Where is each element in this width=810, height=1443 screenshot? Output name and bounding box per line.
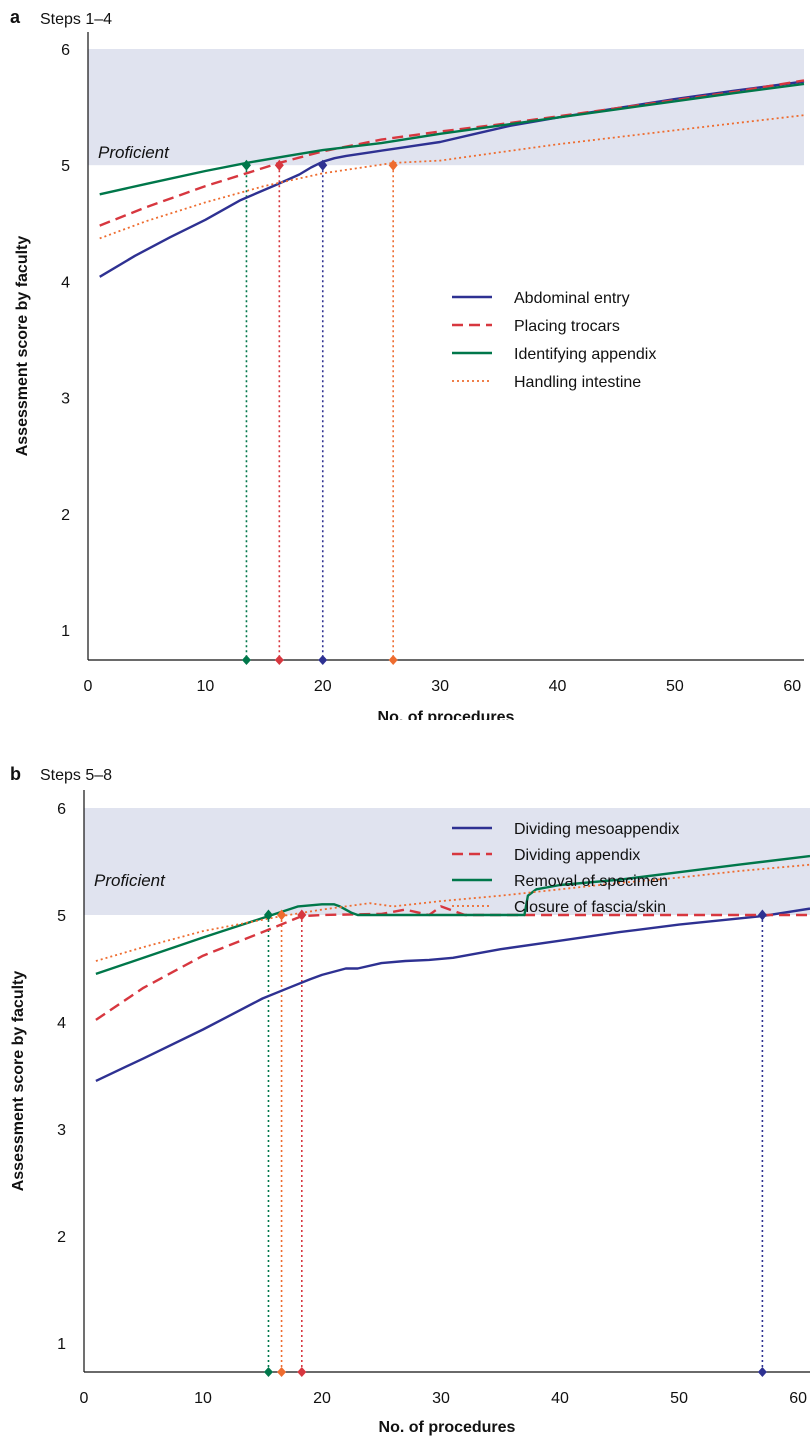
x-axis-label: No. of procedures [379, 1419, 516, 1436]
panel-letter: b [10, 764, 21, 784]
x-tick-label-0: 0 [80, 1390, 89, 1407]
panel-title: Steps 1–4 [40, 11, 112, 28]
x-tick-label-10: 10 [196, 678, 214, 695]
y-tick-label-6: 6 [61, 42, 70, 59]
series-line-identifying-appendix [99, 82, 805, 196]
legend-label-identifying-appendix: Identifying appendix [514, 346, 656, 363]
threshold-axis-marker-removal-of-specimen [263, 1367, 273, 1377]
series-line-dividing-mesoappendix [95, 907, 810, 1082]
proficient-band [84, 808, 810, 915]
x-tick-label-30: 30 [432, 1390, 450, 1407]
threshold-axis-marker-identifying-appendix [241, 655, 251, 665]
x-tick-label-10: 10 [194, 1390, 212, 1407]
threshold-axis-marker-placing-trocars [274, 655, 284, 665]
y-tick-label-1: 1 [61, 623, 70, 640]
y-tick-label-5: 5 [57, 908, 66, 925]
threshold-marker-placing-trocars [274, 159, 284, 171]
threshold-marker-removal-of-specimen [263, 909, 273, 921]
x-tick-label-40: 40 [549, 678, 567, 695]
legend-label-handling-intestine: Handling intestine [514, 374, 641, 391]
x-axis-label: No. of procedures [378, 709, 515, 720]
threshold-axis-marker-abdominal-entry [318, 655, 328, 665]
legend-label-dividing-appendix: Dividing appendix [514, 847, 640, 864]
chart-panel-a: Proficient 0 10 20 30 40 50 60 1 2 3 4 5 6 No. of proc… [0, 0, 810, 720]
y-axis-label: Assessment score by faculty [14, 236, 31, 457]
panel-letter: a [10, 7, 21, 27]
legend-label-placing-trocars: Placing trocars [514, 318, 620, 335]
x-tick-label-60: 60 [783, 678, 801, 695]
threshold-marker-handling-intestine [388, 159, 398, 171]
chart-b: Proficient 0 10 20 30 40 50 60 1 2 3 4 5 6 No. of proc… [10, 764, 810, 1436]
legend-label-closure-of-fascia-skin: Closure of fascia/skin [514, 899, 666, 916]
y-tick-label-2: 2 [57, 1229, 66, 1246]
legend-label-dividing-mesoappendix: Dividing mesoappendix [514, 821, 679, 838]
chart-panel-b: Proficient 0 10 20 30 40 50 60 1 2 3 4 5 6 No. of proc… [0, 720, 810, 1443]
x-tick-label-50: 50 [670, 1390, 688, 1407]
x-tick-label-20: 20 [314, 678, 332, 695]
y-tick-label-1: 1 [57, 1336, 66, 1353]
y-tick-label-4: 4 [61, 274, 70, 291]
panel-title: Steps 5–8 [40, 767, 112, 784]
proficient-label: Proficient [94, 871, 166, 890]
series-line-dividing-appendix [95, 905, 810, 1021]
threshold-marker-identifying-appendix [241, 159, 251, 171]
series-line-closure-of-fascia-skin [95, 863, 810, 962]
x-tick-label-20: 20 [313, 1390, 331, 1407]
threshold-marker-dividing-appendix [297, 909, 307, 921]
y-tick-label-3: 3 [61, 391, 70, 408]
proficient-label: Proficient [98, 143, 170, 162]
proficient-band [88, 49, 804, 166]
y-tick-label-5: 5 [61, 158, 70, 175]
y-tick-label-2: 2 [61, 507, 70, 524]
x-tick-label-60: 60 [789, 1390, 807, 1407]
threshold-marker-closure-of-fascia-skin [277, 909, 287, 921]
threshold-axis-marker-dividing-mesoappendix [757, 1367, 767, 1377]
x-tick-label-50: 50 [666, 678, 684, 695]
y-tick-label-6: 6 [57, 801, 66, 818]
x-tick-label-40: 40 [551, 1390, 569, 1407]
y-axis-label: Assessment score by faculty [10, 971, 27, 1192]
y-tick-label-3: 3 [57, 1122, 66, 1139]
y-tick-label-4: 4 [57, 1015, 66, 1032]
series-line-removal-of-specimen [95, 854, 810, 976]
threshold-axis-marker-closure-of-fascia-skin [277, 1367, 287, 1377]
legend-label-abdominal-entry: Abdominal entry [514, 290, 630, 307]
threshold-axis-marker-dividing-appendix [297, 1367, 307, 1377]
series-line-handling-intestine [99, 114, 805, 240]
x-tick-label-0: 0 [84, 678, 93, 695]
chart-a: Proficient 0 10 20 30 40 50 60 1 2 3 4 5 6 No. of proc… [10, 7, 805, 720]
threshold-marker-dividing-mesoappendix [757, 909, 767, 921]
x-tick-label-30: 30 [431, 678, 449, 695]
threshold-axis-marker-handling-intestine [388, 655, 398, 665]
legend-label-removal-of-specimen: Removal of specimen [514, 873, 668, 890]
threshold-marker-abdominal-entry [318, 159, 328, 171]
